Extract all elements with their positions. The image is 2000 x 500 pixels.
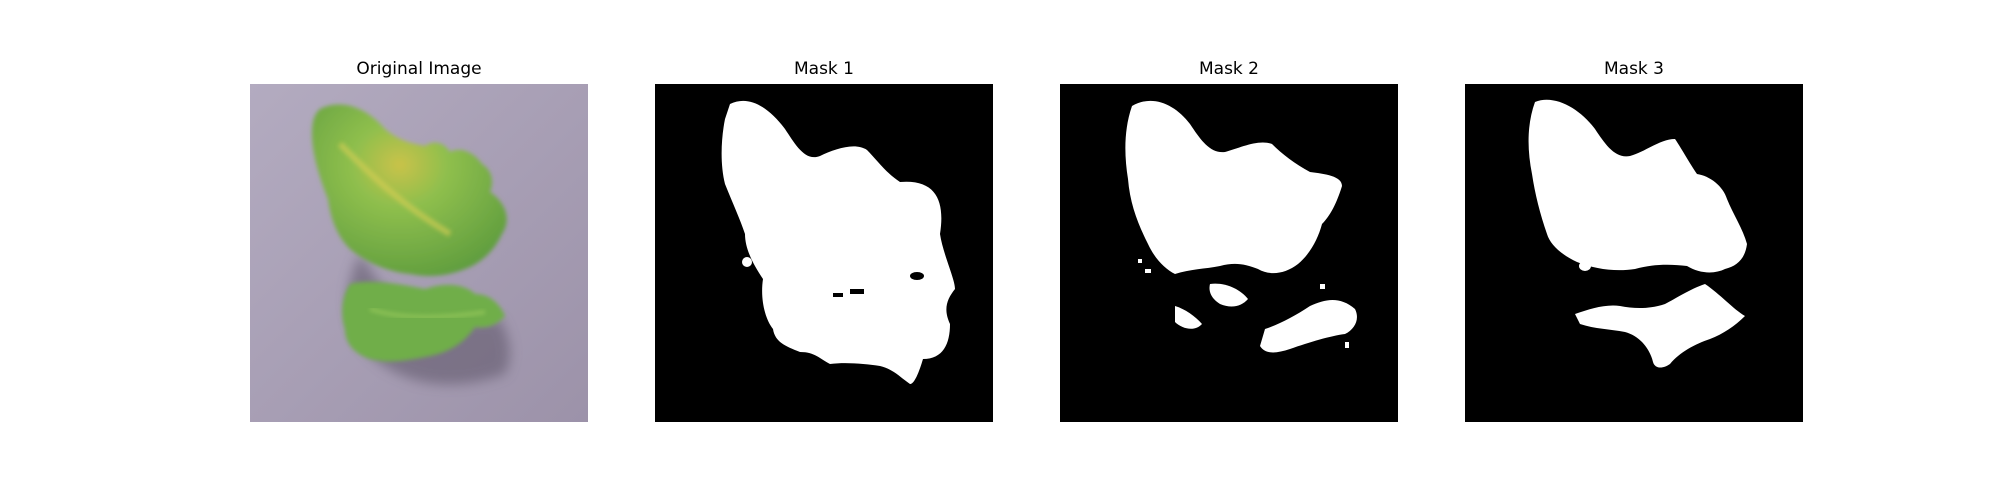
mask-1-image: [655, 84, 993, 422]
mask-2-image: [1060, 84, 1398, 422]
panel-title-original: Original Image: [356, 59, 482, 79]
panel-title-mask-3: Mask 3: [1603, 59, 1664, 79]
mask-3-image: [1465, 84, 1803, 422]
panel-title-mask-1: Mask 1: [793, 59, 854, 79]
original-image: [250, 84, 588, 422]
panel-title-mask-2: Mask 2: [1198, 59, 1259, 79]
